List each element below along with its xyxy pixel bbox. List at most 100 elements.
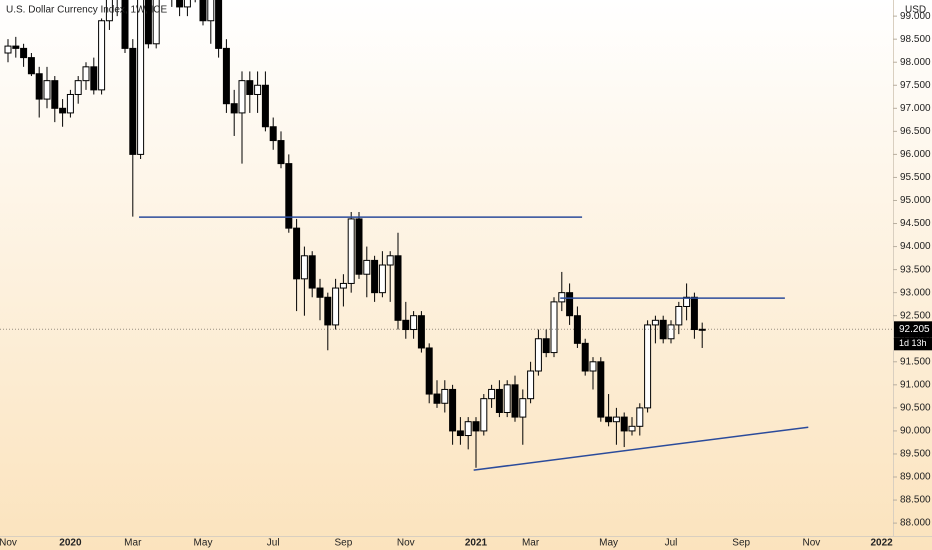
y-tick-label: 97.000 <box>900 103 931 114</box>
candle-body <box>246 80 254 95</box>
x-tick-label: 2021 <box>465 538 488 549</box>
candle-body <box>207 0 215 22</box>
candle-body <box>472 421 480 432</box>
x-tick-label: Jul <box>267 538 280 549</box>
candle-body <box>464 421 472 437</box>
candle-body <box>542 338 550 354</box>
countdown-label: 1d 13h <box>899 338 927 348</box>
candle-body <box>137 0 145 155</box>
candle-body <box>433 393 441 404</box>
candle-body <box>581 342 589 372</box>
candle-body <box>675 305 683 326</box>
x-tick-label: Mar <box>124 538 142 549</box>
y-tick-label: 90.000 <box>900 426 931 437</box>
candle-body <box>690 296 698 331</box>
candle-body <box>59 107 67 114</box>
candle-body <box>105 0 113 22</box>
candle-body <box>449 388 457 432</box>
y-tick-label: 90.500 <box>900 403 931 414</box>
candle-body <box>339 282 347 289</box>
candle-body <box>152 0 160 45</box>
candle-body <box>558 292 566 303</box>
candle-body <box>363 259 371 275</box>
candle-body <box>644 324 652 409</box>
last-price-box <box>894 321 932 338</box>
candle-body <box>82 66 90 82</box>
x-tick-label: Nov <box>803 538 821 549</box>
y-tick-label: 91.500 <box>900 356 931 367</box>
x-tick-label: May <box>599 538 618 549</box>
candle-body <box>20 47 28 59</box>
x-tick-label: 2020 <box>59 538 82 549</box>
last-price-label: 92.205 <box>899 324 930 335</box>
y-tick-label: 88.500 <box>900 495 931 506</box>
y-tick-label: 97.500 <box>900 80 931 91</box>
candle-body <box>628 425 636 432</box>
x-tick-label: May <box>194 538 213 549</box>
candle-body <box>74 80 82 95</box>
candle-body <box>503 384 511 413</box>
candle-body <box>316 287 324 298</box>
candle-body <box>659 319 667 340</box>
candle-body <box>230 103 238 114</box>
y-tick-label: 95.500 <box>900 172 931 183</box>
candle-body <box>324 296 332 326</box>
y-tick-label: 98.000 <box>900 57 931 68</box>
candle-body <box>183 0 191 8</box>
y-tick-label: 96.000 <box>900 149 931 160</box>
candle-body <box>378 264 386 294</box>
y-tick-label: 95.000 <box>900 195 931 206</box>
y-tick-label: 92.500 <box>900 310 931 321</box>
candle-body <box>285 163 293 229</box>
candle-body <box>269 126 277 142</box>
candle-body <box>129 47 137 155</box>
candle-body <box>488 388 496 400</box>
candle-body <box>651 319 659 326</box>
candle-body <box>417 315 425 349</box>
candle-body <box>293 227 301 280</box>
candle-body <box>550 301 558 354</box>
candle-body <box>121 0 129 49</box>
candle-body <box>371 259 379 294</box>
candle-body <box>144 0 152 45</box>
candle-body <box>402 319 410 331</box>
x-tick-label: Sep <box>335 538 353 549</box>
y-tick-label: 89.500 <box>900 449 931 460</box>
x-tick-label: Nov <box>397 538 415 549</box>
y-tick-label: 93.500 <box>900 264 931 275</box>
candle-body <box>683 296 691 307</box>
y-tick-label: 93.000 <box>900 287 931 298</box>
candle-body <box>425 347 433 395</box>
candle-body <box>215 0 223 49</box>
candle-body <box>254 84 262 95</box>
candle-body <box>90 66 98 91</box>
candle-body <box>261 84 269 128</box>
candle-body <box>355 218 363 275</box>
candle-body <box>43 80 51 100</box>
candle-body <box>573 315 581 344</box>
candle-body <box>456 430 464 437</box>
candle-body <box>51 80 59 109</box>
candle-body <box>347 218 355 284</box>
candle-body <box>605 416 613 423</box>
candle-body <box>441 388 449 404</box>
candle-body <box>332 287 340 326</box>
candle-body <box>176 0 184 8</box>
candle-body <box>222 47 230 105</box>
candle-body <box>495 388 503 413</box>
candle-body <box>386 255 394 266</box>
candle-body <box>300 255 308 280</box>
candle-body <box>35 73 43 100</box>
x-tick-label: Jul <box>665 538 678 549</box>
plot-area <box>0 0 893 471</box>
candle-body <box>566 292 574 317</box>
candle-body <box>534 338 542 372</box>
currency-label: USD <box>905 5 926 16</box>
countdown-box <box>894 337 932 351</box>
candle-body <box>12 45 20 49</box>
candle-body <box>597 361 605 418</box>
candle-body <box>238 80 246 114</box>
y-tick-label: 99.000 <box>900 11 931 22</box>
